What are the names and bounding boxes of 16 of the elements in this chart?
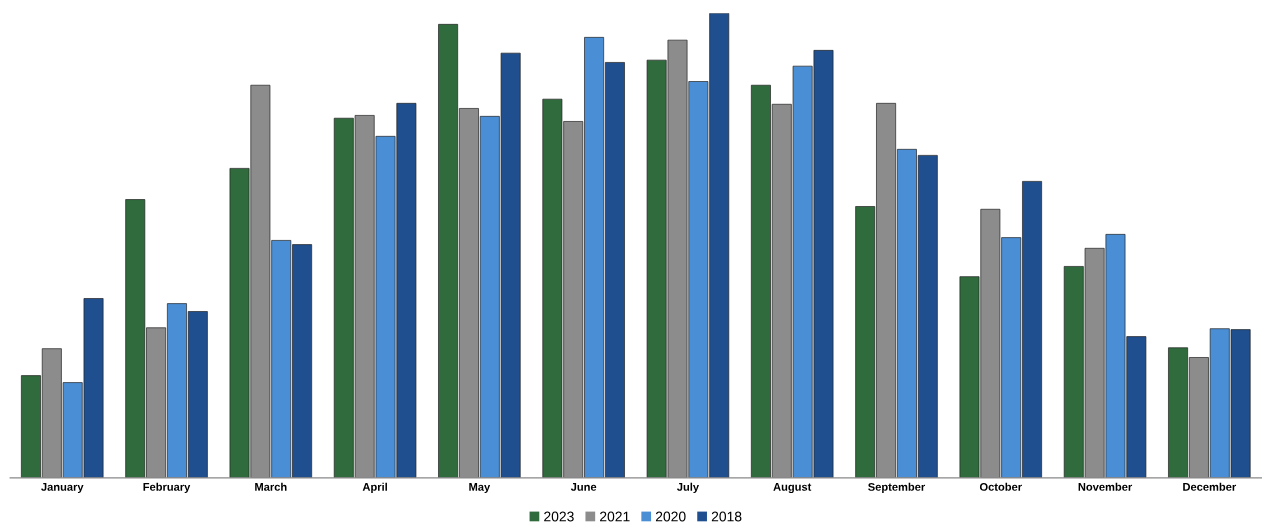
x-tick-label: April — [362, 482, 387, 494]
x-tick-label: October — [979, 482, 1022, 491]
x-tick-label: February — [143, 482, 191, 494]
legend-label: 2020 — [655, 511, 686, 522]
x-tick-label: November — [1078, 482, 1133, 491]
x-tick-label: December — [1183, 482, 1237, 491]
legend-label: 2023 — [544, 511, 574, 522]
x-tick-label: July — [676, 482, 699, 494]
legend-label: 2018 — [711, 511, 742, 522]
x-tick-label: September — [868, 482, 926, 494]
x-tick-label: January — [41, 483, 84, 494]
x-tick-label: August — [773, 483, 812, 494]
x-tick-label: March — [255, 482, 287, 491]
x-tick-label: May — [469, 483, 491, 494]
x-tick-label: June — [570, 483, 597, 491]
legend-label: 2021 — [600, 511, 630, 522]
